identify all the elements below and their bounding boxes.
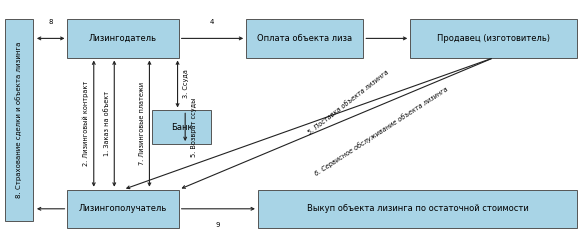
FancyBboxPatch shape <box>67 190 179 228</box>
Text: Оплата объекта лиза: Оплата объекта лиза <box>257 34 352 43</box>
Text: 8: 8 <box>49 19 53 25</box>
Text: Выкуп объекта лизинга по остаточной стоимости: Выкуп объекта лизинга по остаточной стои… <box>306 204 529 213</box>
FancyBboxPatch shape <box>152 110 211 144</box>
FancyBboxPatch shape <box>5 19 33 221</box>
FancyBboxPatch shape <box>246 19 363 58</box>
Text: Банк: Банк <box>171 123 192 132</box>
Text: Лизингополучатель: Лизингополучатель <box>79 204 167 213</box>
FancyBboxPatch shape <box>258 190 577 228</box>
Text: 3. Ссуда: 3. Ссуда <box>183 70 189 98</box>
Text: Лизингодатель: Лизингодатель <box>89 34 157 43</box>
FancyBboxPatch shape <box>410 19 577 58</box>
Text: 5. Поставка объекта лизинга: 5. Поставка объекта лизинга <box>307 69 390 135</box>
Text: 2. Лизинговый контракт: 2. Лизинговый контракт <box>83 81 89 166</box>
Text: 6. Сервисное обслуживание объекта лизинга: 6. Сервисное обслуживание объекта лизинг… <box>313 85 449 177</box>
Text: 7. Лизинговые платежи: 7. Лизинговые платежи <box>139 82 145 165</box>
Text: Продавец (изготовитель): Продавец (изготовитель) <box>437 34 550 43</box>
Text: 8. Страхование сделки и объекта лизинга: 8. Страхование сделки и объекта лизинга <box>15 42 22 198</box>
FancyBboxPatch shape <box>67 19 179 58</box>
Text: 9: 9 <box>216 222 220 228</box>
Text: 1. Заказ на объект: 1. Заказ на объект <box>104 91 110 156</box>
Text: 4: 4 <box>210 19 214 25</box>
Text: 5. Возврат ссуды: 5. Возврат ссуды <box>191 97 197 157</box>
